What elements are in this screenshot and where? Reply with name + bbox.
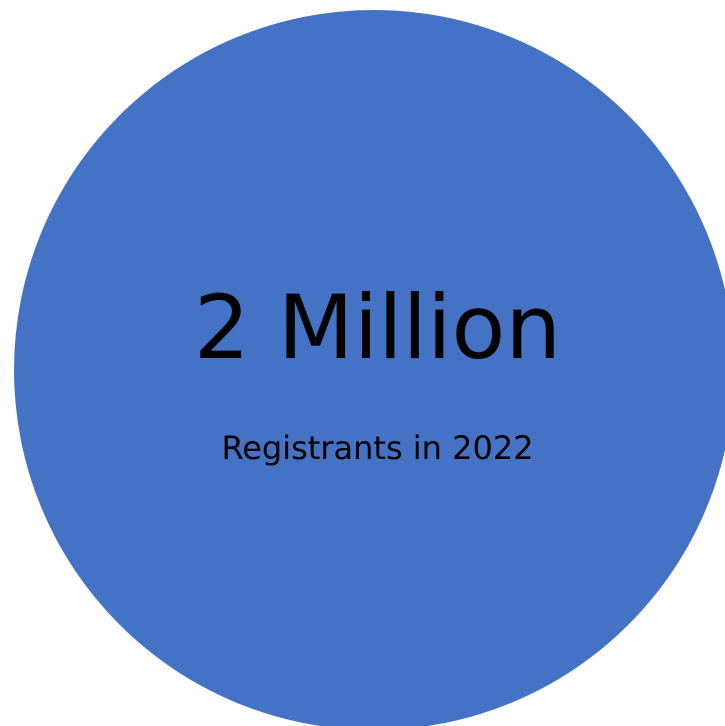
stat-circle [14, 10, 725, 726]
stat-value: 2 Million [193, 276, 562, 379]
stat-caption: Registrants in 2022 [221, 429, 534, 467]
